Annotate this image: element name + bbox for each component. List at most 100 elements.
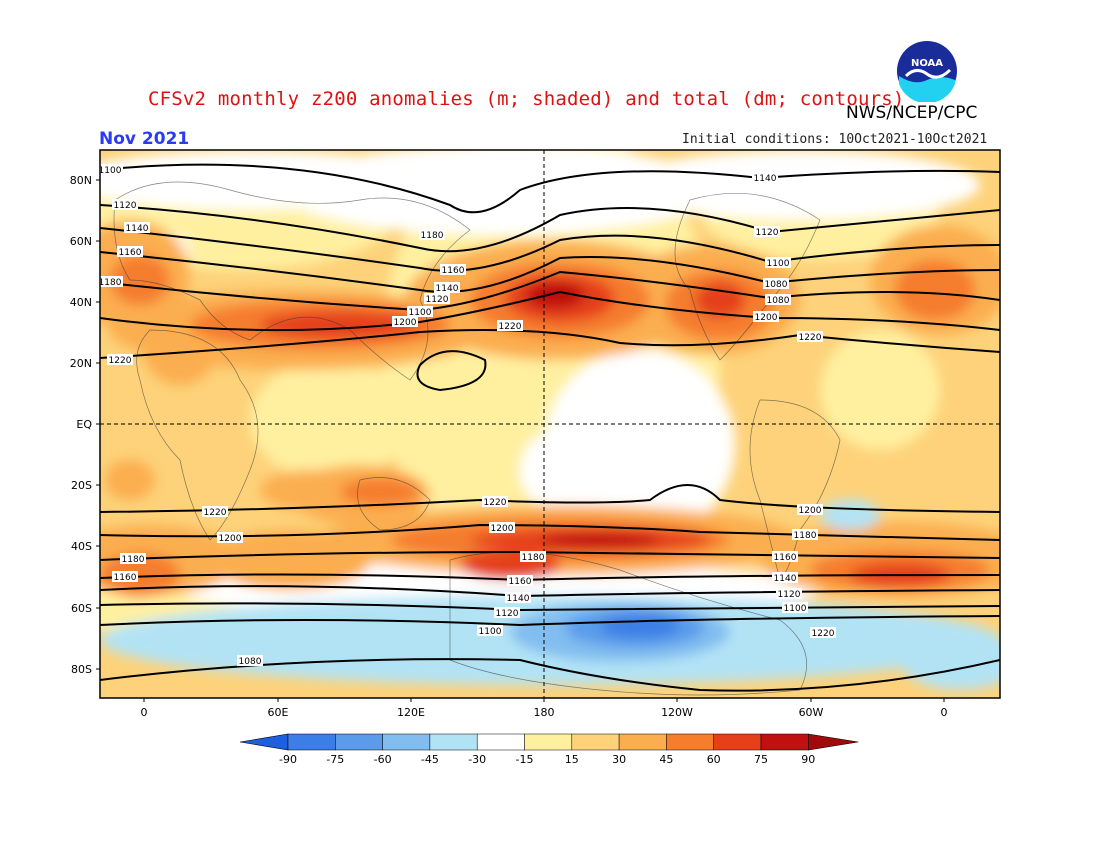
contour-label: 1160 <box>440 264 466 276</box>
svg-text:1200: 1200 <box>799 506 822 516</box>
contour-line-6 <box>100 329 1000 359</box>
svg-text:1100: 1100 <box>409 308 432 318</box>
lon-label: 120W <box>661 706 693 719</box>
contour-line-4 <box>100 270 1000 312</box>
contour-line-0 <box>100 163 1000 214</box>
coastlines <box>113 181 841 696</box>
legend-left-arrow <box>239 733 289 751</box>
svg-text:1140: 1140 <box>436 284 459 294</box>
legend-swatch <box>429 733 478 751</box>
contour-line-1 <box>100 204 1000 253</box>
contour-label: 1220 <box>797 331 823 343</box>
contour-label: 1160 <box>507 575 533 587</box>
contour-label: 1160 <box>112 571 138 583</box>
lat-label: 40N <box>70 296 92 309</box>
legend-bar <box>239 733 859 751</box>
svg-text:1160: 1160 <box>774 553 797 563</box>
coastline-0 <box>113 181 471 381</box>
svg-text:1160: 1160 <box>442 266 465 276</box>
contour-line-14 <box>100 615 1000 627</box>
contour-label: 1200 <box>797 504 823 516</box>
legend-tick-label: 45 <box>659 753 673 766</box>
legend-swatch <box>760 733 809 751</box>
lat-label: 20S <box>71 479 92 492</box>
svg-text:1160: 1160 <box>509 577 532 587</box>
contour-label: 1200 <box>753 311 779 323</box>
contour-label: 1180 <box>419 229 445 241</box>
svg-text:1160: 1160 <box>114 573 137 583</box>
svg-text:1140: 1140 <box>754 174 777 184</box>
contour-label: 1100 <box>765 257 791 269</box>
contour-label: 1220 <box>810 627 836 639</box>
contour-label: 1100 <box>407 306 433 318</box>
contour-label: 1200 <box>217 532 243 544</box>
coastline-3 <box>674 192 821 361</box>
color-legend: -90 -75 -60 -45 -30 -15 15 30 45 60 75 90 <box>239 733 859 766</box>
legend-tick-labels: -90 -75 -60 -45 -30 -15 15 30 45 60 75 90 <box>279 753 815 766</box>
svg-text:1120: 1120 <box>756 228 779 238</box>
contour-label: 1180 <box>99 276 123 288</box>
svg-text:1080: 1080 <box>767 296 790 306</box>
contour-label: 1180 <box>520 551 546 563</box>
legend-swatch <box>335 733 383 751</box>
contour-label: 1120 <box>424 293 450 305</box>
contour-label: 1140 <box>772 572 798 584</box>
contour-line-5 <box>100 290 1000 332</box>
legend-swatch <box>524 733 573 751</box>
legend-swatch <box>382 733 431 751</box>
contour-label: 1120 <box>494 607 520 619</box>
legend-tick-label: -60 <box>374 753 392 766</box>
contour-line-9 <box>100 523 1000 541</box>
contour-label: 1140 <box>505 592 531 604</box>
longitude-labels: 0 60E 120E 180 120W 60W 0 <box>141 698 948 719</box>
contour-line-3 <box>100 251 1000 293</box>
month-label: Nov 2021 <box>99 129 190 149</box>
contour-label: 1080 <box>763 278 789 290</box>
svg-text:1220: 1220 <box>484 498 507 508</box>
coastline-2 <box>357 477 431 531</box>
contour-label: 1220 <box>482 496 508 508</box>
legend-tick-label: -15 <box>516 753 534 766</box>
lat-label: EQ <box>76 418 92 431</box>
logo-text: NOAA <box>911 58 943 69</box>
legend-swatch <box>476 733 525 751</box>
lat-label: 60S <box>71 602 92 615</box>
height-contours <box>100 163 1000 692</box>
contour-label: 1140 <box>752 172 778 184</box>
coastline-4 <box>749 399 841 581</box>
svg-text:1220: 1220 <box>799 333 822 343</box>
noaa-logo: NOAA <box>897 41 957 102</box>
contour-label: 1120 <box>754 226 780 238</box>
legend-tick-label: 90 <box>801 753 815 766</box>
svg-text:1220: 1220 <box>499 322 522 332</box>
contour-label: 1200 <box>392 316 418 328</box>
legend-swatch <box>287 733 336 751</box>
svg-text:1200: 1200 <box>755 313 778 323</box>
svg-text:1080: 1080 <box>239 657 262 667</box>
svg-text:1180: 1180 <box>794 531 817 541</box>
contour-line-13 <box>100 602 1000 612</box>
legend-swatch <box>713 733 762 751</box>
contour-label: 1140 <box>124 222 150 234</box>
svg-text:1180: 1180 <box>421 231 444 241</box>
svg-text:1200: 1200 <box>219 534 242 544</box>
contour-line-2 <box>100 227 1000 272</box>
svg-text:1100: 1100 <box>767 259 790 269</box>
contour-label: 1120 <box>776 588 802 600</box>
legend-tick-label: 30 <box>612 753 626 766</box>
svg-text:1120: 1120 <box>496 609 519 619</box>
contour-line-15 <box>100 658 1000 692</box>
svg-text:1100: 1100 <box>99 166 122 176</box>
legend-tick-label: 60 <box>707 753 721 766</box>
legend-tick-label: -90 <box>279 753 297 766</box>
legend-tick-label: -30 <box>468 753 486 766</box>
lon-label: 120E <box>397 706 425 719</box>
contour-label: 1100 <box>782 602 808 614</box>
svg-text:1100: 1100 <box>479 627 502 637</box>
contour-label: 1220 <box>497 320 523 332</box>
svg-text:1220: 1220 <box>204 508 227 518</box>
svg-text:1180: 1180 <box>99 278 122 288</box>
